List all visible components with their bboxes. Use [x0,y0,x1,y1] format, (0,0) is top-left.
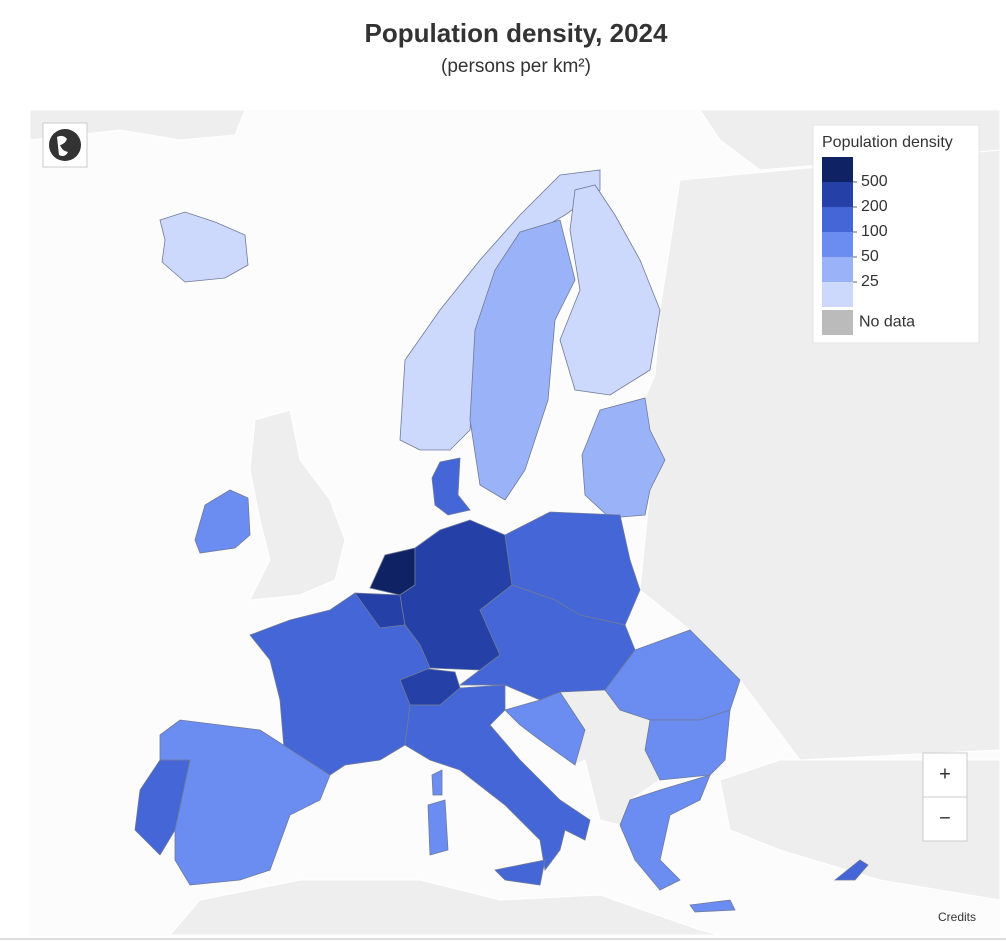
legend-swatch [822,182,853,207]
crete [689,899,736,913]
legend-swatch [822,232,853,257]
legend-label: 100 [861,223,888,240]
legend-label: No data [859,314,915,331]
cyprus [833,859,869,881]
land [249,409,346,601]
iceland [159,211,249,283]
sardinia [427,799,449,856]
legend-swatch [822,310,853,335]
greece [619,774,711,891]
globe-icon-detail [57,135,68,156]
subtitle: (persons per km²) [441,56,591,77]
title: Population density, 2024 [365,18,668,48]
zoom-in-button[interactable] [922,752,968,798]
zoom-out-button[interactable] [922,796,968,842]
legend-label: 25 [861,273,879,290]
legend: Population density 500 200 100 50 25 No data [812,124,980,344]
legend-label: 50 [861,248,879,265]
zoom-out-label[interactable]: − [939,807,951,829]
globe-button[interactable] [42,122,88,168]
legend-label: 200 [861,198,888,215]
finland [559,184,661,396]
ireland [194,489,251,554]
legend-title: Population density [822,134,953,151]
credits[interactable]: Credits [938,910,976,924]
norway [399,169,601,451]
legend-swatch [822,157,853,182]
sweden [469,219,576,501]
zoom-controls: + − [922,752,968,842]
sicily [494,859,546,886]
bulgaria [644,709,731,781]
denmark [431,457,471,516]
globe-icon[interactable] [49,129,81,161]
legend-swatch [822,257,853,282]
legend-label: 500 [861,173,888,190]
central-europe [458,584,636,701]
baltics [581,397,666,519]
legend-swatch [822,207,853,232]
slovenia-croatia [504,691,586,766]
legend-swatch [822,282,853,307]
italy [404,684,591,871]
countries [134,169,869,913]
spain [159,719,331,886]
corsica [431,769,443,796]
zoom-in-label[interactable]: + [939,763,951,785]
land [168,879,721,936]
